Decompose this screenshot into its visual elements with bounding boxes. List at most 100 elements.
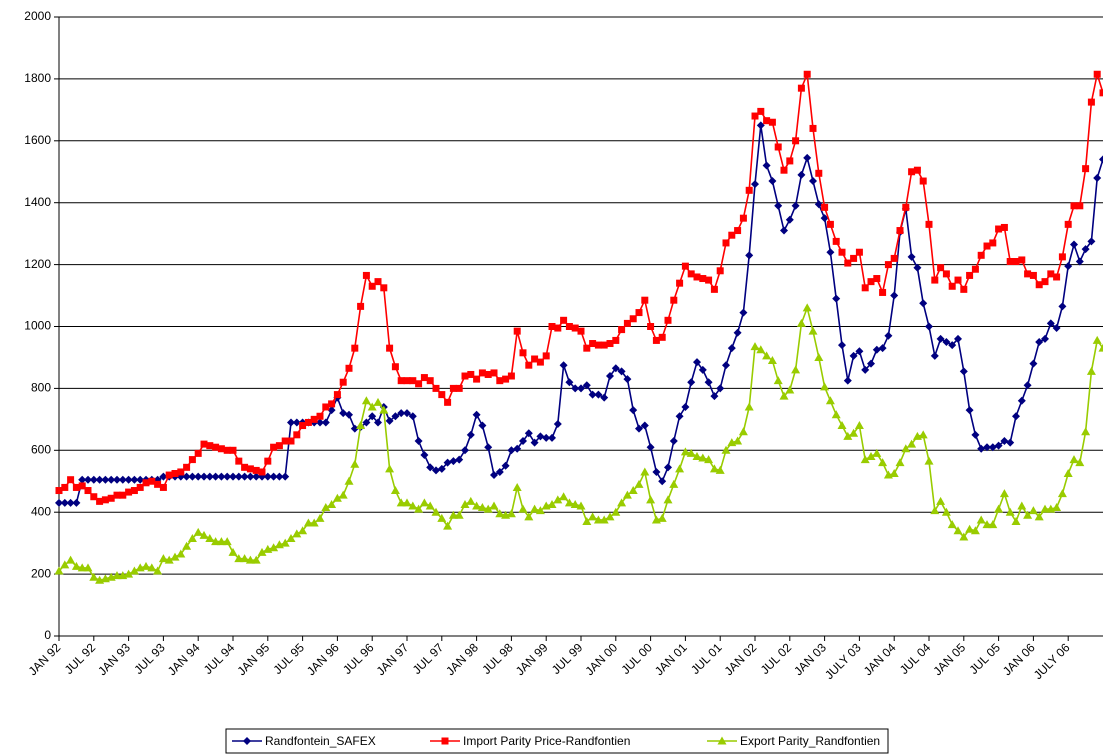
marker (704, 378, 713, 387)
marker (408, 412, 417, 421)
marker (165, 471, 173, 479)
marker (54, 566, 64, 575)
marker (1012, 412, 1020, 421)
marker (61, 483, 69, 491)
marker (269, 543, 279, 552)
marker (535, 506, 545, 515)
marker (629, 406, 638, 415)
marker (402, 498, 412, 507)
marker (257, 547, 267, 556)
marker (1093, 70, 1101, 78)
marker (281, 472, 290, 481)
marker (321, 503, 331, 512)
marker (879, 288, 887, 296)
marker (907, 439, 917, 448)
marker (449, 384, 457, 392)
marker (1029, 271, 1037, 279)
marker (942, 337, 951, 346)
marker (495, 509, 505, 518)
marker (1023, 510, 1033, 519)
marker (989, 239, 997, 247)
marker (930, 506, 940, 515)
marker (478, 421, 487, 430)
marker (612, 336, 620, 344)
marker (292, 418, 301, 427)
marker (350, 424, 359, 433)
marker (275, 472, 284, 481)
marker (780, 166, 788, 174)
marker (680, 447, 690, 456)
marker (391, 363, 399, 371)
marker (490, 471, 498, 480)
x-tick-label: JULY 03 (822, 640, 864, 682)
marker (739, 214, 747, 222)
marker (148, 477, 156, 485)
marker (808, 326, 818, 335)
marker (66, 498, 75, 507)
marker (60, 498, 69, 507)
marker (889, 469, 899, 478)
marker (142, 479, 150, 487)
marker (397, 409, 406, 418)
marker (918, 430, 928, 439)
marker (287, 418, 295, 427)
marker (78, 482, 86, 490)
marker (194, 449, 202, 457)
marker (1082, 165, 1090, 173)
marker (119, 491, 127, 499)
marker (441, 737, 449, 745)
marker (298, 526, 308, 535)
marker (896, 227, 904, 235)
marker (211, 472, 220, 481)
marker (1058, 253, 1066, 261)
marker (246, 465, 254, 473)
marker (1081, 427, 1091, 436)
marker (258, 468, 266, 476)
marker (478, 369, 486, 377)
marker (530, 504, 540, 513)
marker (763, 117, 771, 125)
marker (437, 513, 447, 522)
marker (415, 380, 423, 388)
marker (733, 328, 742, 337)
marker (565, 378, 574, 387)
marker (977, 444, 986, 453)
marker (838, 248, 846, 256)
marker (936, 334, 945, 343)
marker (251, 555, 261, 564)
marker (565, 323, 573, 330)
marker (55, 498, 63, 507)
marker (466, 430, 475, 439)
marker (1086, 366, 1096, 375)
marker (588, 390, 597, 399)
marker (1012, 258, 1020, 266)
marker (941, 507, 951, 516)
marker (717, 736, 727, 745)
marker (988, 443, 997, 452)
x-tick-label: JULY 06 (1031, 640, 1073, 682)
marker (908, 168, 916, 176)
marker (299, 422, 307, 430)
marker (600, 341, 608, 349)
marker (675, 464, 685, 473)
marker (72, 498, 81, 507)
marker (1047, 270, 1055, 278)
marker (999, 489, 1009, 498)
marker (815, 169, 823, 177)
marker (72, 483, 80, 491)
marker (339, 409, 348, 418)
marker (600, 393, 609, 402)
marker (756, 121, 765, 130)
marker (826, 220, 834, 228)
marker (507, 372, 515, 380)
marker (530, 438, 539, 447)
marker (293, 431, 301, 439)
marker (982, 520, 992, 529)
marker (635, 309, 643, 317)
marker (913, 166, 921, 174)
marker (397, 377, 405, 385)
marker (751, 180, 759, 189)
marker (936, 496, 946, 505)
marker (78, 475, 87, 484)
